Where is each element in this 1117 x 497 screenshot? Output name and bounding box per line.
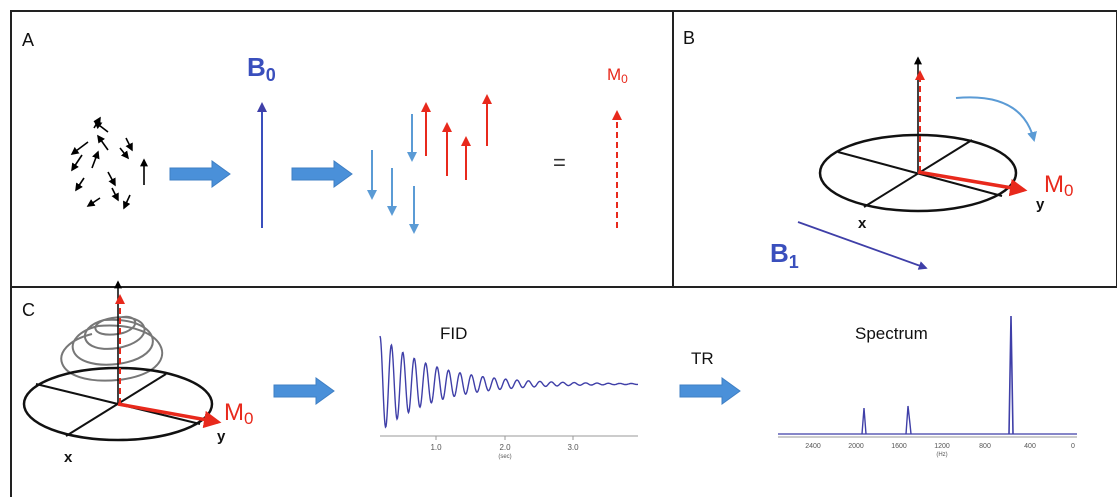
- axis-x-label-c: x: [64, 449, 73, 466]
- panel-c-letter: C: [22, 300, 35, 320]
- spectrum-ticks: 2400 2000 1600 1200 800 400 0: [805, 443, 1075, 450]
- m0-label-c: M0: [224, 399, 253, 428]
- rotation-arrow-b: [955, 96, 1037, 142]
- spectrum-plot: 2400 2000 1600 1200 800 400 0 (Hz): [778, 315, 1077, 458]
- fid-tick-label-2: 2.0: [499, 443, 511, 452]
- spec-tick-label-1: 2400: [805, 443, 821, 450]
- equals-sign: =: [553, 150, 566, 175]
- tr-label: TR: [691, 349, 714, 368]
- panel-a-frame: [10, 10, 674, 288]
- axis-y-label-b: y: [1036, 196, 1045, 213]
- panel-a-letter: A: [22, 30, 34, 50]
- spectrum-title: Spectrum: [855, 324, 928, 343]
- spec-tick-label-6: 400: [1024, 443, 1036, 450]
- axis-x-label-b: x: [858, 215, 867, 232]
- process-arrow-2: [291, 160, 353, 188]
- panel-b-frame: [672, 10, 1117, 288]
- aligned-spins: [367, 94, 492, 234]
- spectrum-unit: (Hz): [936, 452, 947, 458]
- process-arrow-4: [679, 377, 741, 405]
- spectrum-peak-1: [861, 407, 867, 435]
- fid-title: FID: [440, 324, 467, 343]
- process-arrow-3: [273, 377, 335, 405]
- b0-label: B0: [247, 52, 276, 85]
- m0-tipped-arrow-c: [117, 402, 222, 429]
- process-arrow-1: [169, 160, 231, 188]
- fid-signal: [379, 335, 638, 429]
- panel-b-letter: B: [683, 28, 695, 48]
- m0-label-a: M0: [607, 65, 628, 86]
- fid-tick-label-1: 1.0: [430, 443, 442, 452]
- b1-field-arrow: [797, 221, 928, 270]
- panel-a: A B0: [22, 30, 628, 234]
- spec-tick-label-3: 1600: [891, 443, 907, 450]
- spectrum-peak-3: [1008, 315, 1014, 435]
- spec-tick-label-2: 2000: [848, 443, 864, 450]
- m0-tipped-arrow-b: [917, 170, 1028, 197]
- spec-tick-label-7: 0: [1071, 443, 1075, 450]
- random-spins: [70, 116, 148, 210]
- axis-line-c2: [65, 373, 167, 437]
- fid-unit: (sec): [498, 454, 511, 460]
- panel-c: C M0 y x FID 1.0 2.0 3.0 (sec) TR: [22, 280, 1077, 466]
- fid-plot: 1.0 2.0 3.0 (sec): [379, 335, 638, 460]
- fid-tick-label-3: 3.0: [567, 443, 579, 452]
- b1-label: B1: [770, 238, 799, 272]
- panel-frames: [10, 10, 1117, 497]
- spec-tick-label-5: 800: [979, 443, 991, 450]
- m0-label-b: M0: [1044, 171, 1073, 200]
- axis-y-label-c: y: [217, 428, 226, 445]
- spectrum-peak-2: [905, 405, 912, 435]
- panel-b: B M0 y x B1: [683, 28, 1073, 272]
- spec-tick-label-4: 1200: [934, 443, 950, 450]
